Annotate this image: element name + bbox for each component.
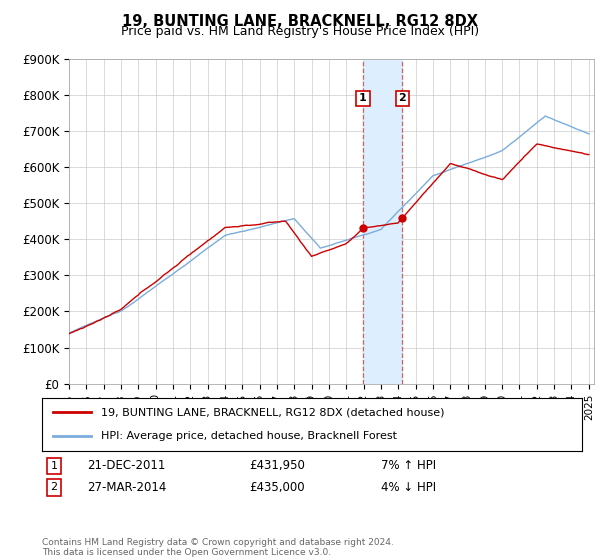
- Text: HPI: Average price, detached house, Bracknell Forest: HPI: Average price, detached house, Brac…: [101, 431, 397, 441]
- Text: 1: 1: [50, 461, 58, 471]
- Text: 21-DEC-2011: 21-DEC-2011: [87, 459, 166, 473]
- Text: £435,000: £435,000: [249, 480, 305, 494]
- Text: 7% ↑ HPI: 7% ↑ HPI: [381, 459, 436, 473]
- Text: 4% ↓ HPI: 4% ↓ HPI: [381, 480, 436, 494]
- Text: 2: 2: [50, 482, 58, 492]
- Text: 19, BUNTING LANE, BRACKNELL, RG12 8DX (detached house): 19, BUNTING LANE, BRACKNELL, RG12 8DX (d…: [101, 408, 445, 418]
- Text: 27-MAR-2014: 27-MAR-2014: [87, 480, 166, 494]
- Text: 2: 2: [398, 94, 406, 104]
- Text: Contains HM Land Registry data © Crown copyright and database right 2024.
This d: Contains HM Land Registry data © Crown c…: [42, 538, 394, 557]
- Text: £431,950: £431,950: [249, 459, 305, 473]
- Text: Price paid vs. HM Land Registry's House Price Index (HPI): Price paid vs. HM Land Registry's House …: [121, 25, 479, 38]
- Text: 19, BUNTING LANE, BRACKNELL, RG12 8DX: 19, BUNTING LANE, BRACKNELL, RG12 8DX: [122, 14, 478, 29]
- Bar: [363, 59, 403, 384]
- Text: 1: 1: [359, 94, 367, 104]
